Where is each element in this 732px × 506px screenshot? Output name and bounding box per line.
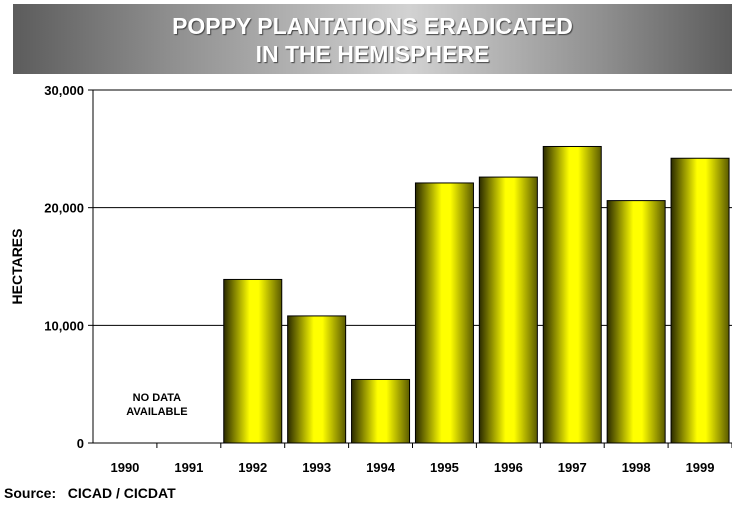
source-note: Source: CICAD / CICDAT	[4, 485, 176, 501]
y-axis-label: HECTARES	[9, 229, 25, 305]
y-tick-label: 20,000	[44, 201, 84, 216]
bar-1995	[414, 182, 474, 444]
bar-1999	[670, 157, 730, 444]
x-tick-label: 1991	[174, 460, 203, 475]
no-data-annotation: NO DATA	[133, 392, 182, 404]
x-tick-label: 1996	[494, 460, 523, 475]
bar-1998	[606, 200, 666, 444]
y-tick-label: 0	[77, 436, 84, 451]
bar-1997	[542, 145, 602, 444]
x-tick-label: 1992	[238, 460, 267, 475]
y-tick-label: 10,000	[44, 318, 84, 333]
x-tick-label: 1995	[430, 460, 459, 475]
x-tick-label: 1999	[686, 460, 715, 475]
x-tick-label: 1994	[366, 460, 396, 475]
y-tick-label: 30,000	[44, 83, 84, 98]
x-tick-label: 1998	[622, 460, 651, 475]
bar-1993	[287, 315, 347, 444]
bar-1992	[223, 278, 283, 444]
bar-1996	[478, 176, 538, 444]
x-tick-label: 1990	[110, 460, 139, 475]
x-tick-label: 1993	[302, 460, 331, 475]
no-data-annotation: AVAILABLE	[126, 406, 187, 418]
chart-title-line-1: POPPY PLANTATIONS ERADICATED	[172, 13, 573, 39]
bar-1994	[351, 378, 411, 444]
x-tick-label: 1997	[558, 460, 587, 475]
chart-title-banner: POPPY PLANTATIONS ERADICATED IN THE HEMI…	[13, 4, 732, 74]
chart-title-line-2: IN THE HEMISPHERE	[255, 41, 490, 67]
